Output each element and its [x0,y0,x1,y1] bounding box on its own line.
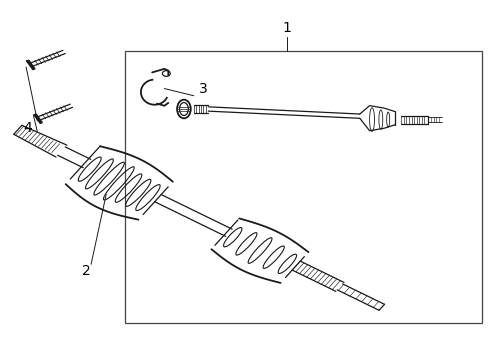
Text: 3: 3 [199,82,208,95]
Text: 4: 4 [23,121,32,135]
Text: 2: 2 [82,265,91,278]
Bar [125,51,482,323]
Text: 1: 1 [282,21,291,35]
